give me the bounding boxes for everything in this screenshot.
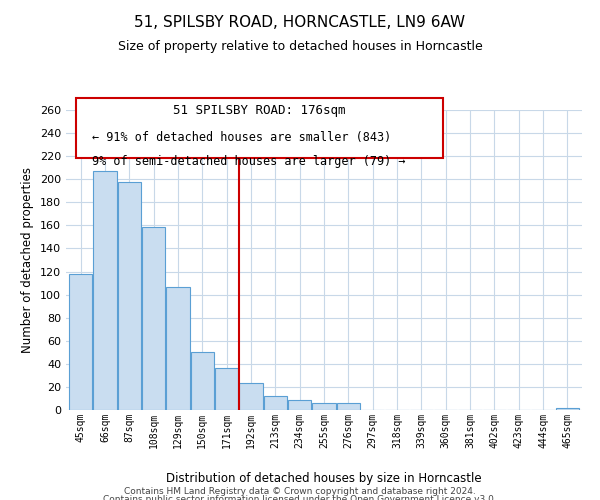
Bar <box>142 226 165 410</box>
Bar <box>215 368 238 410</box>
Bar <box>69 274 92 410</box>
Bar <box>313 403 335 410</box>
Text: 51, SPILSBY ROAD, HORNCASTLE, LN9 6AW: 51, SPILSBY ROAD, HORNCASTLE, LN9 6AW <box>134 15 466 30</box>
Y-axis label: Number of detached properties: Number of detached properties <box>22 167 34 353</box>
Text: 9% of semi-detached houses are larger (79) →: 9% of semi-detached houses are larger (7… <box>92 155 406 168</box>
Bar <box>288 400 311 410</box>
Bar <box>556 408 579 410</box>
Text: Size of property relative to detached houses in Horncastle: Size of property relative to detached ho… <box>118 40 482 53</box>
Text: ← 91% of detached houses are smaller (843): ← 91% of detached houses are smaller (84… <box>92 131 391 144</box>
Bar <box>118 182 141 410</box>
Bar <box>94 171 116 410</box>
Bar <box>191 352 214 410</box>
Bar <box>337 403 360 410</box>
Text: Contains HM Land Registry data © Crown copyright and database right 2024.: Contains HM Land Registry data © Crown c… <box>124 488 476 496</box>
Bar <box>166 286 190 410</box>
FancyBboxPatch shape <box>76 98 443 158</box>
Bar <box>239 384 263 410</box>
Text: 51 SPILSBY ROAD: 176sqm: 51 SPILSBY ROAD: 176sqm <box>173 104 346 117</box>
Bar <box>264 396 287 410</box>
Text: Contains public sector information licensed under the Open Government Licence v3: Contains public sector information licen… <box>103 495 497 500</box>
Text: Distribution of detached houses by size in Horncastle: Distribution of detached houses by size … <box>166 472 482 485</box>
